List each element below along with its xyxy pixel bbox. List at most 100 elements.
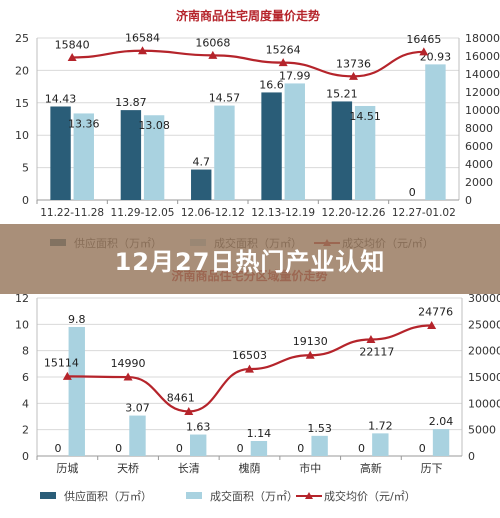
x-tick-label: 11.29-12.05 <box>111 207 175 219</box>
price-marker <box>305 350 315 359</box>
legend-deal-swatch <box>186 492 202 499</box>
y-right-tick-label: 16000 <box>465 50 500 63</box>
price-marker <box>366 335 376 344</box>
supply-value-label: 0 <box>297 442 304 455</box>
x-tick-label: 11.22-11.28 <box>40 207 104 219</box>
y-left-tick-label: 6 <box>22 371 29 384</box>
supply-value-label: 16.6 <box>259 78 284 91</box>
deal-value-label: 1.72 <box>368 419 393 432</box>
supply-value-label: 14.43 <box>45 92 77 105</box>
y-left-tick-label: 5 <box>22 162 29 175</box>
price-value-label: 22117 <box>359 346 394 359</box>
deal-bar <box>73 113 94 200</box>
y-right-tick-label: 5000 <box>468 424 496 437</box>
supply-value-label: 0 <box>176 442 183 455</box>
y-left-tick-label: 4 <box>22 397 29 410</box>
deal-value-label: 14.51 <box>349 110 381 123</box>
deal-value-label: 2.04 <box>429 415 454 428</box>
supply-value-label: 0 <box>358 442 365 455</box>
deal-bar <box>354 105 376 200</box>
y-right-tick-label: 10000 <box>465 104 500 117</box>
deal-bar <box>68 326 85 456</box>
x-tick-label: 天桥 <box>117 462 139 475</box>
chart-title: 济南商品住宅周度量价走势 <box>176 8 320 23</box>
legend-label: 供应面积（万㎡） <box>64 489 152 503</box>
y-right-tick-label: 20000 <box>468 345 500 358</box>
price-value-label: 16068 <box>195 36 230 49</box>
deal-value-label: 13.08 <box>138 119 170 132</box>
y-left-tick-label: 2 <box>22 424 29 437</box>
y-left-tick-label: 25 <box>15 32 29 45</box>
supply-value-label: 0 <box>54 442 61 455</box>
supply-value-label: 0 <box>409 186 416 199</box>
deal-bar <box>284 83 305 200</box>
x-tick-label: 槐荫 <box>239 461 261 475</box>
price-line <box>72 49 424 78</box>
supply-value-label: 0 <box>115 442 122 455</box>
deal-value-label: 9.8 <box>68 313 86 326</box>
y-right-tick-label: 0 <box>468 450 475 463</box>
price-value-label: 16465 <box>406 33 441 46</box>
price-value-label: 16503 <box>232 349 267 362</box>
price-value-label: 15114 <box>44 356 79 369</box>
x-tick-label: 市中 <box>299 461 321 475</box>
deal-bar <box>372 433 389 456</box>
y-right-tick-label: 8000 <box>465 122 493 135</box>
supply-value-label: 4.7 <box>192 156 210 169</box>
supply-value-label: 0 <box>237 442 244 455</box>
price-marker <box>278 58 288 67</box>
supply-value-label: 0 <box>419 442 426 455</box>
deal-value-label: 3.07 <box>125 402 150 415</box>
price-marker <box>123 372 133 381</box>
y-right-tick-label: 25000 <box>468 318 500 331</box>
deal-value-label: 20.93 <box>420 50 452 63</box>
supply-value-label: 15.21 <box>326 87 358 100</box>
deal-bar <box>432 429 450 456</box>
supply-bar <box>191 169 212 200</box>
y-right-tick-label: 6000 <box>465 140 493 153</box>
price-value-label: 14990 <box>111 357 146 370</box>
supply-bar <box>50 106 71 200</box>
deal-bar <box>214 105 235 200</box>
price-value-label: 15264 <box>266 44 301 57</box>
price-marker <box>138 46 147 55</box>
deal-value-label: 14.57 <box>209 92 241 105</box>
deal-bar <box>190 434 207 456</box>
legend-label: 成交均价（元/㎡） <box>324 489 416 503</box>
price-marker <box>349 71 358 80</box>
y-left-tick-label: 10 <box>15 129 29 142</box>
y-left-tick-label: 12 <box>15 292 29 305</box>
headline-banner: 12月27日热门产业认知 <box>0 224 500 294</box>
price-marker <box>245 364 254 373</box>
x-tick-label: 12.27-01.02 <box>392 207 456 219</box>
banner-title: 12月27日热门产业认知 <box>114 247 386 276</box>
price-marker <box>427 321 437 330</box>
y-right-tick-label: 14000 <box>465 68 500 81</box>
supply-value-label: 13.87 <box>115 96 147 109</box>
deal-value-label: 1.14 <box>247 427 272 440</box>
y-right-tick-label: 10000 <box>468 397 500 410</box>
price-value-label: 15840 <box>55 38 90 51</box>
x-tick-label: 12.13-12.19 <box>251 207 315 219</box>
y-right-tick-label: 2000 <box>465 176 493 189</box>
y-left-tick-label: 0 <box>22 194 29 207</box>
deal-bar <box>143 115 165 200</box>
deal-bar <box>311 435 328 456</box>
x-tick-label: 高新 <box>360 461 382 475</box>
price-marker <box>67 52 77 61</box>
x-tick-label: 历下 <box>421 462 443 475</box>
supply-bar <box>331 101 353 200</box>
legend-label: 成交面积（万㎡） <box>210 489 298 503</box>
price-value-label: 8461 <box>167 391 195 404</box>
supply-bar <box>261 92 282 200</box>
deal-value-label: 1.53 <box>307 422 332 435</box>
weekly-trend-chart: 济南商品住宅周度量价走势 0 5 10 15 20 25 0 2000 4000 6000 8000 1… <box>15 8 500 250</box>
y-left-tick-label: 20 <box>15 64 29 77</box>
price-marker <box>419 47 429 56</box>
deal-value-label: 17.99 <box>279 69 311 82</box>
price-value-label: 19130 <box>293 335 328 348</box>
supply-bar <box>120 110 142 200</box>
price-marker <box>184 406 194 415</box>
y-left-tick-label: 10 <box>15 318 29 331</box>
